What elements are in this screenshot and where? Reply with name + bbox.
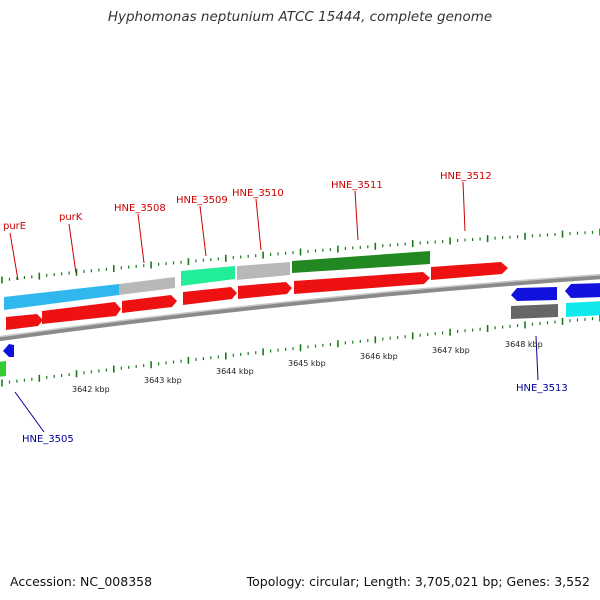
- kbp-label-3646: 3646 kbp: [360, 352, 398, 361]
- outer-tick-ring: [1, 228, 600, 284]
- leader-HNE_3509: [199, 205, 207, 257]
- cds-row-forward: [6, 262, 508, 330]
- label-HNE_3509[interactable]: HNE_3509: [176, 195, 228, 206]
- gene-HNE_3505-feature[interactable]: [0, 361, 6, 377]
- label-leaders: [9, 181, 539, 433]
- gene-purK-feature[interactable]: [119, 277, 175, 295]
- gene-labels: purE purK HNE_3508 HNE_3509 HNE_3510 HNE…: [3, 171, 568, 445]
- leader-HNE_3505: [14, 391, 45, 433]
- label-HNE_3510[interactable]: HNE_3510: [232, 188, 284, 199]
- topology-text: Topology: circular; Length: 3,705,021 bp…: [246, 574, 590, 589]
- kbp-label-3643: 3643 kbp: [144, 376, 182, 385]
- label-purE[interactable]: purE: [3, 221, 26, 232]
- label-HNE_3505[interactable]: HNE_3505: [22, 434, 74, 445]
- reverse-feature-cyan[interactable]: [566, 301, 600, 317]
- leader-purK: [68, 223, 77, 274]
- kbp-label-3642: 3642 kbp: [72, 385, 110, 394]
- leader-purE: [9, 232, 19, 281]
- gene-HNE_3509-feature[interactable]: [181, 266, 235, 286]
- cds-arrow-1[interactable]: [6, 314, 43, 330]
- gene-HNE_3513-feature[interactable]: [511, 304, 558, 319]
- kbp-label-3648: 3648 kbp: [505, 340, 543, 349]
- label-HNE_3513[interactable]: HNE_3513: [516, 383, 568, 394]
- genome-title: Hyphomonas neptunium ATCC 15444, complet…: [107, 9, 493, 25]
- inner-tick-ring: [1, 314, 600, 387]
- label-HNE_3511[interactable]: HNE_3511: [331, 180, 383, 191]
- genome-backbone-highlight: [0, 273, 600, 338]
- kbp-label-3647: 3647 kbp: [432, 346, 470, 355]
- cds-arrow-reverse-2[interactable]: [511, 287, 557, 301]
- cds-arrow-7[interactable]: [431, 262, 508, 280]
- cds-arrow-5[interactable]: [238, 282, 292, 299]
- leader-HNE_3513: [535, 335, 539, 381]
- leader-HNE_3510: [255, 198, 262, 251]
- gene-purE-feature[interactable]: [4, 284, 119, 310]
- kbp-labels: 3642 kbp 3643 kbp 3644 kbp 3645 kbp 3646…: [72, 340, 543, 394]
- label-HNE_3512[interactable]: HNE_3512: [440, 171, 492, 182]
- label-HNE_3508[interactable]: HNE_3508: [114, 203, 166, 214]
- leader-HNE_3508: [137, 213, 145, 264]
- feature-row-forward: [4, 251, 430, 310]
- leader-HNE_3512: [462, 181, 466, 232]
- feature-row-reverse: [0, 283, 600, 377]
- cds-arrow-3[interactable]: [122, 295, 177, 313]
- accession-text: Accession: NC_008358: [10, 574, 153, 589]
- cds-arrow-reverse-3[interactable]: [565, 283, 600, 298]
- genome-backbone: [0, 274, 600, 342]
- gene-HNE_3511-feature[interactable]: [292, 251, 430, 273]
- cds-arrow-reverse-1[interactable]: [3, 344, 14, 357]
- cds-arrow-4[interactable]: [183, 287, 237, 305]
- gene-HNE_3510-feature[interactable]: [237, 262, 290, 280]
- kbp-label-3645: 3645 kbp: [288, 359, 326, 368]
- cds-arrow-6[interactable]: [294, 272, 430, 294]
- leader-HNE_3511: [354, 190, 359, 241]
- cds-arrow-2[interactable]: [42, 302, 121, 324]
- label-purK[interactable]: purK: [59, 212, 83, 223]
- kbp-label-3644: 3644 kbp: [216, 367, 254, 376]
